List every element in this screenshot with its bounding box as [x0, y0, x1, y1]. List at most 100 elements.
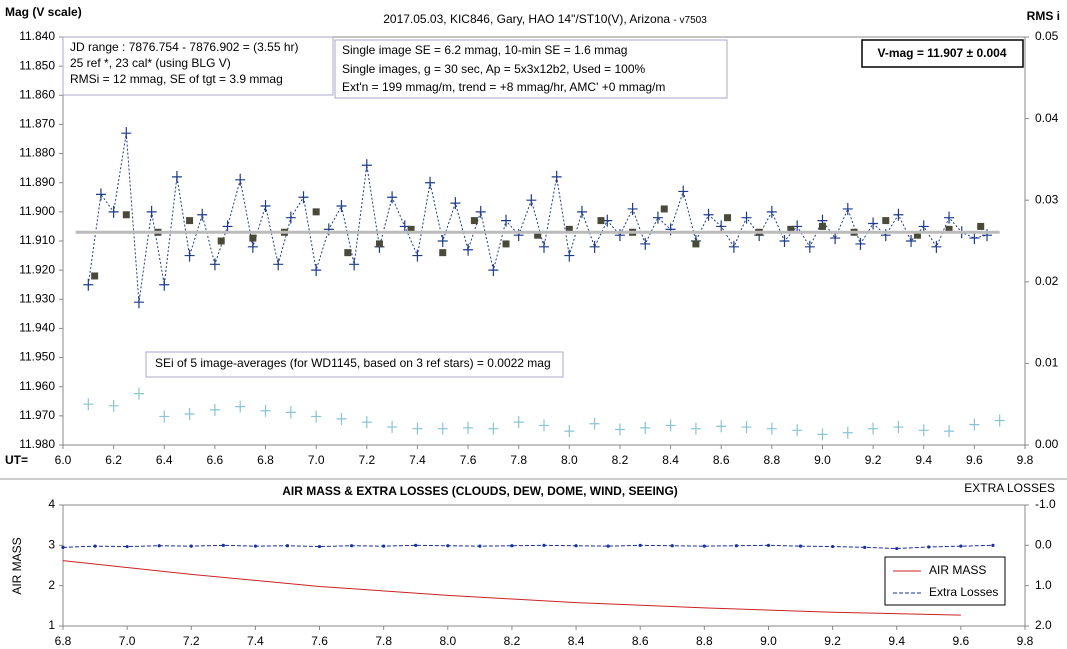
data-point: [944, 425, 955, 438]
legend-box: [884, 556, 1006, 606]
annotation-text: RMSi = 12 mmag, SE of tgt = 3.9 mmag: [70, 72, 283, 86]
data-point: [361, 159, 372, 172]
data-point: [475, 205, 486, 218]
data-point: [564, 425, 575, 438]
y-tick-label: 3: [48, 538, 55, 552]
average-point: [344, 249, 352, 257]
data-point: [690, 422, 701, 435]
data-point: [311, 410, 322, 423]
annotation-box: [62, 36, 334, 96]
data-point: [842, 426, 853, 439]
data-point: [437, 235, 448, 247]
data-point: [285, 544, 290, 548]
data-point: [589, 417, 600, 430]
data-point: [95, 188, 106, 201]
data-point: [184, 249, 195, 262]
data-point: [488, 422, 499, 435]
data-point: [311, 264, 322, 277]
annotation-text: Single images, g = 30 sec, Ap = 5x3x12b2…: [342, 62, 646, 76]
x-tick-label: 7.0: [308, 453, 325, 467]
x-tick-label: 7.2: [358, 453, 375, 467]
average-point: [787, 225, 795, 233]
data-point: [638, 543, 642, 547]
data-point: [969, 418, 980, 431]
data-point: [425, 176, 436, 189]
data-point: [446, 544, 450, 548]
data-point: [108, 399, 119, 412]
data-point: [437, 422, 448, 435]
data-point: [510, 544, 514, 548]
y-tick-label: 11.850: [19, 58, 55, 72]
data-point: [931, 240, 942, 253]
data-point: [640, 237, 651, 250]
average-point: [249, 234, 257, 242]
series-line: [62, 544, 993, 550]
data-point: [146, 205, 157, 218]
x-tick-label: 8.2: [504, 634, 521, 648]
average-point: [882, 217, 890, 225]
y2-tick-label: 0.0: [1035, 538, 1052, 552]
y2-tick-label: 0.04: [1035, 111, 1059, 125]
data-point: [994, 414, 1005, 427]
x-tick-label: 9.4: [888, 634, 905, 648]
data-point: [551, 170, 562, 183]
x-tick-label: 6.8: [55, 634, 72, 648]
data-point: [387, 421, 398, 434]
x-tick-label: 9.2: [865, 453, 882, 467]
x-tick-label: 8.6: [713, 453, 730, 467]
average-point: [692, 240, 700, 248]
average-point: [217, 237, 225, 245]
data-point: [614, 423, 625, 436]
average-point: [660, 205, 668, 213]
data-point: [125, 544, 129, 549]
average-point: [312, 208, 320, 216]
x-tick-label: 8.4: [662, 453, 679, 467]
y-tick-label: 11.910: [19, 233, 55, 247]
data-point: [382, 544, 386, 548]
data-point: [893, 421, 904, 434]
data-point: [918, 424, 929, 437]
annotation-box: [334, 39, 728, 99]
data-point: [665, 419, 676, 432]
x-tick-label: 9.0: [760, 634, 777, 648]
average-point: [91, 272, 99, 280]
y-tick-label: 11.940: [19, 321, 55, 335]
x-tick-label: 7.6: [311, 634, 328, 648]
average-point: [977, 222, 985, 230]
data-point: [184, 407, 195, 420]
subtitle: - v7503: [673, 15, 707, 26]
data-point: [863, 545, 867, 549]
data-point: [61, 545, 65, 549]
data-point: [779, 235, 790, 247]
data-point: [728, 240, 739, 253]
title-text: AIR MASS & EXTRA LOSSES (CLOUDS, DEW, DO…: [282, 484, 678, 498]
y-tick-label: 11.860: [19, 87, 55, 101]
x-tick-label: 6.4: [156, 453, 173, 467]
data-point: [350, 544, 354, 548]
title-text: 2017.05.03, KIC846, Gary, HAO 14"/ST10(V…: [383, 12, 670, 26]
y-tick-label: 11.970: [19, 408, 55, 422]
x-axis-label: UT=: [5, 453, 28, 467]
x-tick-label: 6.0: [55, 453, 72, 467]
data-point: [412, 249, 423, 262]
y-tick-label: 2: [48, 578, 55, 592]
annotation-text: JD range : 7876.754 - 7876.902 = (3.55 h…: [70, 40, 299, 54]
data-point: [804, 240, 815, 253]
x-tick-label: 6.2: [105, 453, 122, 467]
data-point: [842, 202, 853, 215]
y2-tick-label: 0.00: [1035, 437, 1059, 451]
y2-tick-label: 0.01: [1035, 356, 1059, 370]
data-point: [734, 544, 739, 548]
legend-label: Extra Losses: [929, 585, 998, 599]
y2-tick-label: 1.0: [1035, 578, 1052, 592]
data-point: [678, 185, 689, 198]
average-point: [597, 217, 605, 225]
data-point: [855, 237, 866, 250]
data-point: [83, 278, 94, 291]
x-tick-label: 9.8: [1017, 634, 1034, 648]
data-point: [606, 544, 610, 548]
data-point: [918, 220, 929, 233]
x-tick-label: 6.6: [207, 453, 224, 467]
data-point: [792, 424, 803, 437]
